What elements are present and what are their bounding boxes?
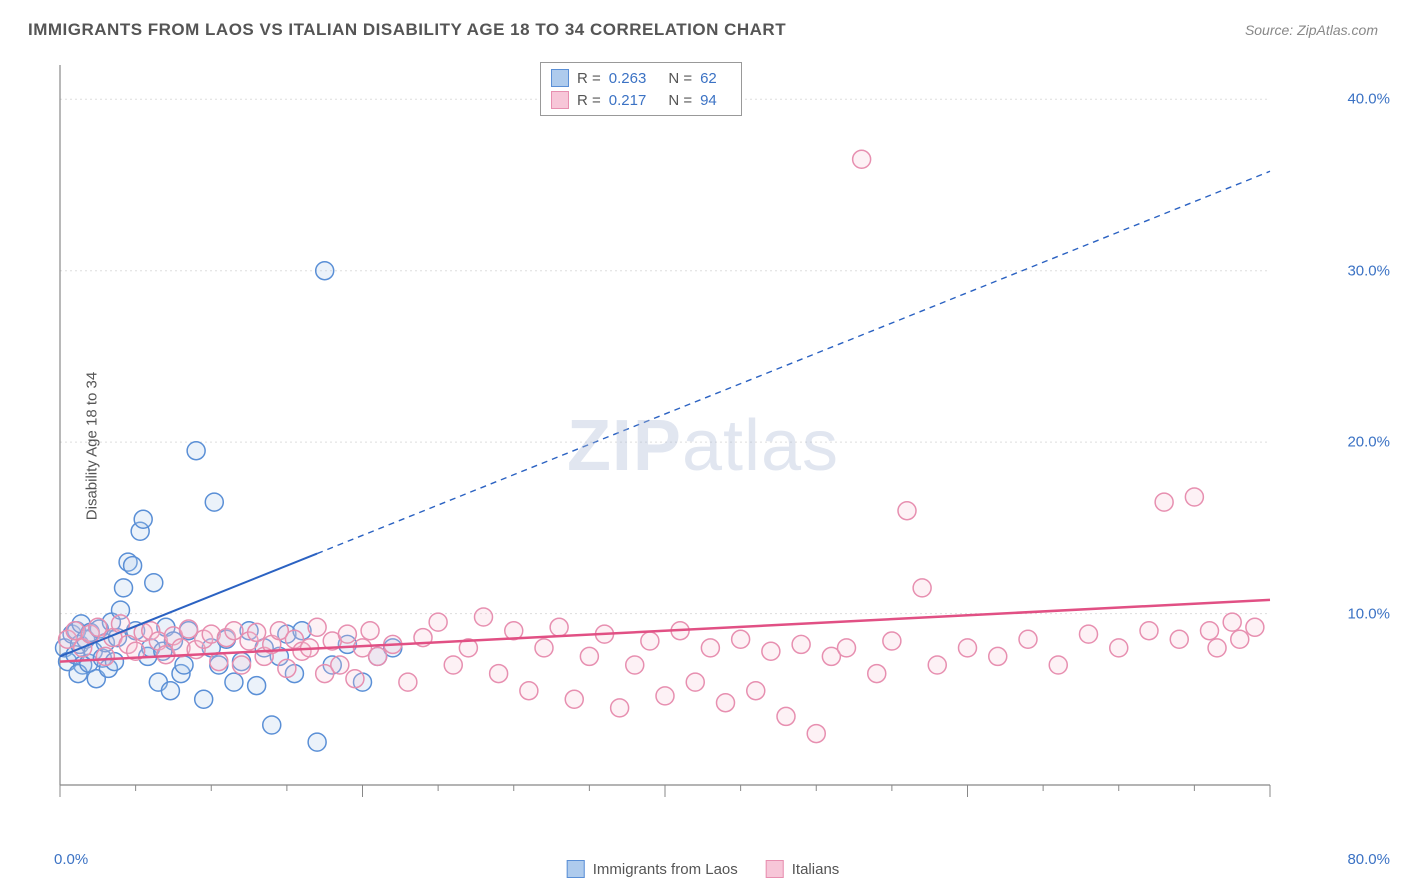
y-tick-label: 40.0% (1347, 91, 1390, 108)
x-min-label: 0.0% (54, 851, 88, 868)
swatch-series-1 (567, 860, 585, 878)
correlation-stats-legend: R = 0.263 N = 62 R = 0.217 N = 94 (540, 62, 742, 116)
source-attribution: Source: ZipAtlas.com (1245, 22, 1378, 38)
y-tick-label: 20.0% (1347, 434, 1390, 451)
scatter-plot (50, 55, 1330, 825)
legend-item-series-2: Italians (766, 860, 840, 878)
chart-title: IMMIGRANTS FROM LAOS VS ITALIAN DISABILI… (28, 20, 786, 40)
swatch-series-2 (766, 860, 784, 878)
stats-row-series-2: R = 0.217 N = 94 (551, 89, 731, 111)
x-max-label: 80.0% (1347, 851, 1390, 868)
y-tick-label: 30.0% (1347, 262, 1390, 279)
series-legend: Immigrants from Laos Italians (567, 860, 840, 878)
swatch-series-1 (551, 69, 569, 87)
stats-row-series-1: R = 0.263 N = 62 (551, 67, 731, 89)
legend-item-series-1: Immigrants from Laos (567, 860, 738, 878)
swatch-series-2 (551, 91, 569, 109)
y-tick-label: 10.0% (1347, 605, 1390, 622)
